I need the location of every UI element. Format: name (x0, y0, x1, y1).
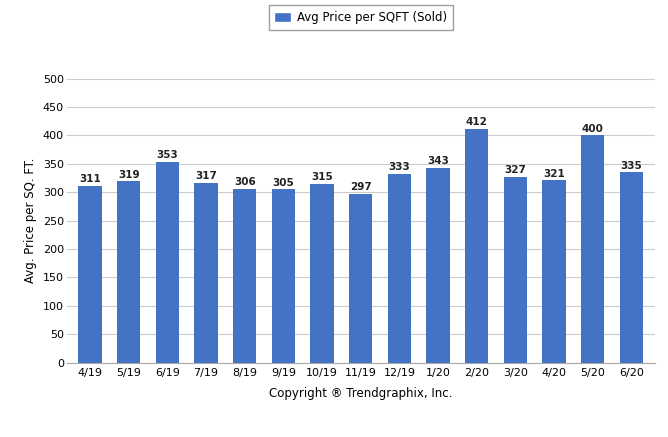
Bar (272, 190, 295, 363)
Text: 353: 353 (156, 150, 178, 160)
Text: 343: 343 (427, 156, 449, 166)
Bar (504, 177, 527, 363)
Bar (78, 186, 102, 363)
Bar (233, 189, 257, 363)
Text: 333: 333 (389, 162, 410, 172)
Text: 412: 412 (466, 117, 488, 127)
Bar (156, 162, 179, 363)
Legend: Avg Price per SQFT (Sold): Avg Price per SQFT (Sold) (269, 5, 453, 30)
Bar (542, 180, 566, 363)
Bar (117, 181, 140, 363)
Text: 306: 306 (234, 177, 256, 187)
Bar (581, 135, 605, 363)
Text: 327: 327 (504, 165, 526, 175)
Text: 297: 297 (350, 182, 371, 192)
Bar (311, 184, 333, 363)
Bar (194, 183, 218, 363)
Bar (349, 194, 372, 363)
Text: 321: 321 (543, 169, 565, 179)
Bar (465, 128, 488, 363)
X-axis label: Copyright ® Trendgraphix, Inc.: Copyright ® Trendgraphix, Inc. (269, 387, 452, 399)
Text: 317: 317 (195, 171, 217, 181)
Bar (388, 173, 411, 363)
Text: 315: 315 (311, 172, 333, 182)
Text: 400: 400 (582, 124, 604, 134)
Text: 311: 311 (79, 174, 101, 184)
Text: 335: 335 (621, 161, 643, 171)
Bar (620, 172, 643, 363)
Text: 305: 305 (273, 178, 294, 188)
Y-axis label: Avg. Price per SQ. FT.: Avg. Price per SQ. FT. (24, 158, 37, 283)
Bar (426, 168, 450, 363)
Text: 319: 319 (118, 170, 140, 180)
